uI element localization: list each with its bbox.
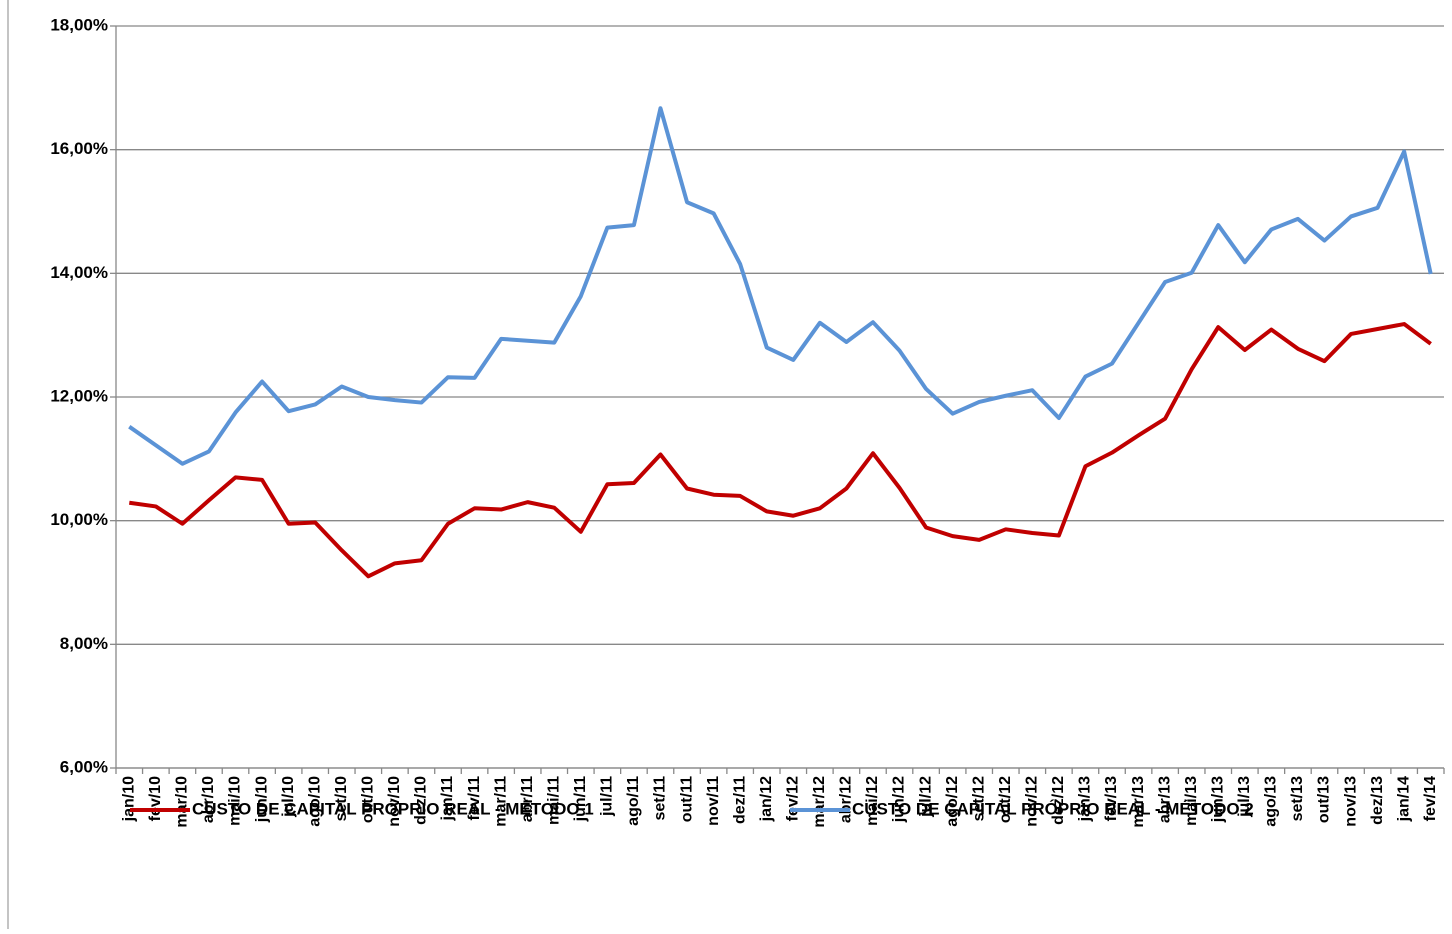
x-tick-label: nov/12	[1024, 776, 1041, 827]
x-tick-label: jan/12	[758, 776, 775, 822]
y-tick-label: 14,00%	[50, 263, 108, 282]
x-tick-label: jan/14	[1395, 776, 1412, 822]
x-tick-label: out/12	[997, 776, 1014, 823]
x-tick-label: jan/13	[1077, 776, 1094, 822]
x-tick-label: jul/13	[1236, 776, 1253, 818]
x-tick-label: dez/13	[1369, 776, 1386, 825]
y-tick-label: 16,00%	[50, 139, 108, 158]
x-tick-label: fev/11	[466, 776, 483, 821]
legend-label: CUSTO DE CAPITAL PRÓPRIO REAL - MÉTODO 2	[852, 799, 1254, 818]
x-tick-label: jan/11	[439, 776, 456, 822]
x-tick-label: dez/11	[731, 776, 748, 824]
y-tick-label: 18,00%	[50, 15, 108, 34]
x-tick-label: jul/12	[917, 776, 934, 818]
x-tick-label: set/13	[1289, 776, 1306, 821]
x-tick-label: jun/10	[253, 776, 270, 823]
x-tick-label: fev/14	[1422, 776, 1439, 821]
x-tick-label: jul/10	[280, 776, 297, 818]
x-tick-label: abr/13	[1156, 776, 1173, 823]
x-tick-label: fev/10	[147, 776, 164, 821]
x-tick-label: mai/12	[864, 776, 881, 826]
x-tick-label: mai/10	[227, 776, 244, 826]
x-tick-label: set/11	[652, 776, 669, 821]
x-tick-label: set/10	[333, 776, 350, 821]
x-tick-label: jan/10	[120, 776, 137, 822]
x-tick-label: dez/10	[413, 776, 430, 825]
chart-frame	[7, 0, 9, 934]
x-tick-label: mai/11	[545, 776, 562, 825]
x-tick-label: ago/11	[625, 776, 642, 826]
y-tick-label: 12,00%	[50, 386, 108, 405]
series-line	[128, 106, 1433, 466]
x-tick-label: ago/12	[944, 776, 961, 827]
x-tick-label: nov/10	[386, 776, 403, 827]
x-tick-label: jun/11	[572, 776, 589, 822]
x-tick-label: dez/12	[1050, 776, 1067, 825]
series-line	[129, 322, 1432, 579]
x-tick-label: jun/12	[891, 776, 908, 823]
x-tick-label: abr/11	[519, 776, 536, 822]
x-tick-label: jul/11	[599, 776, 616, 817]
x-tick-label: fev/12	[784, 776, 801, 821]
x-tick-label: mar/10	[174, 776, 191, 828]
x-tick-label: ago/13	[1263, 776, 1280, 827]
x-tick-label: mar/11	[492, 776, 509, 827]
x-tick-label: mar/12	[811, 776, 828, 828]
y-tick-label: 8,00%	[60, 634, 108, 653]
x-tick-label: out/10	[360, 776, 377, 823]
x-tick-label: out/13	[1316, 776, 1333, 823]
x-tick-label: mai/13	[1183, 776, 1200, 826]
x-tick-label: out/11	[678, 776, 695, 822]
legend-label: CUSTO DE CAPITAL PRÓPRIO REAL - MÉTODO 1	[192, 799, 594, 818]
x-tick-label: jun/13	[1209, 776, 1226, 823]
x-tick-label: nov/11	[705, 776, 722, 826]
x-tick-label: fev/13	[1103, 776, 1120, 821]
x-tick-label: mar/13	[1130, 776, 1147, 828]
y-tick-label: 10,00%	[50, 510, 108, 529]
x-tick-label: set/12	[970, 776, 987, 821]
x-tick-label: nov/13	[1342, 776, 1359, 827]
x-tick-label: abr/10	[200, 776, 217, 823]
x-tick-label: ago/10	[306, 776, 323, 827]
y-tick-label: 6,00%	[60, 757, 108, 776]
